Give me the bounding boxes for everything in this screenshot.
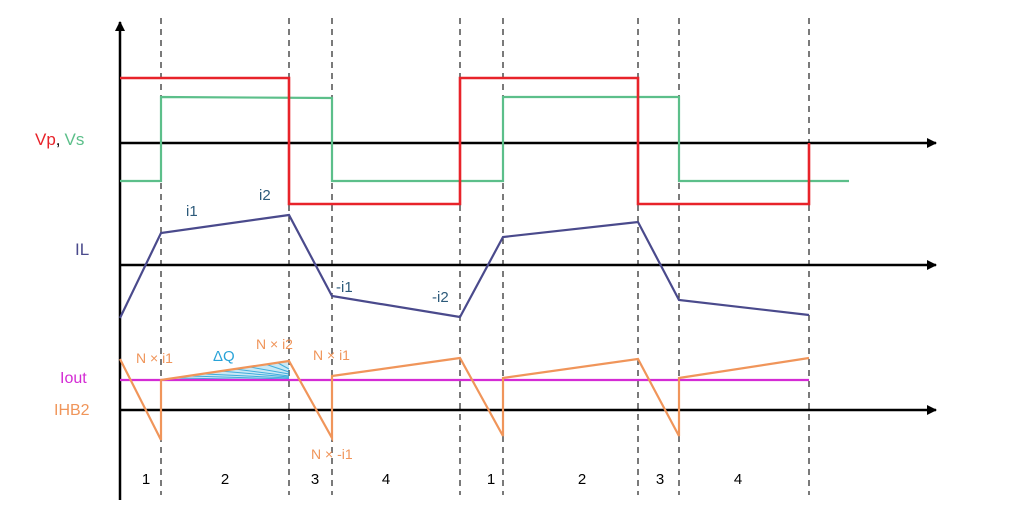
interval-label: 1 <box>487 471 495 488</box>
neg-i1-annotation: -i1 <box>336 279 353 296</box>
vp-waveform <box>120 76 811 206</box>
vs-waveform <box>120 95 849 183</box>
interval-label: 1 <box>142 471 150 488</box>
vs-label: Vs <box>65 130 85 149</box>
interval-label: 2 <box>221 471 229 488</box>
n-neg-i1-annotation: N × -i1 <box>311 446 353 462</box>
ihb2-waveform <box>119 356 810 443</box>
vp-label: Vp <box>35 130 56 149</box>
n-i1-annotation-2: N × i1 <box>313 347 350 363</box>
iout-label: Iout <box>60 370 87 387</box>
interval-label: 2 <box>578 471 586 488</box>
neg-i2-annotation: -i2 <box>432 289 449 306</box>
n-i1-annotation: N × i1 <box>136 350 173 366</box>
interval-label: 3 <box>656 471 664 488</box>
interval-label: 4 <box>382 471 390 488</box>
delta-q-annotation: ΔQ <box>213 348 235 365</box>
il-waveform <box>119 213 810 319</box>
interval-label: 3 <box>311 471 319 488</box>
n-i2-annotation: N × i2 <box>256 336 293 352</box>
i1-annotation: i1 <box>186 203 198 220</box>
interval-label: 4 <box>734 471 742 488</box>
il-label: IL <box>75 240 89 259</box>
label-comma: , <box>56 130 61 149</box>
ihb2-label: IHB2 <box>54 402 90 419</box>
svg-text:Vp,Vs: Vp, Vs <box>35 130 84 149</box>
i2-annotation: i2 <box>259 187 271 204</box>
